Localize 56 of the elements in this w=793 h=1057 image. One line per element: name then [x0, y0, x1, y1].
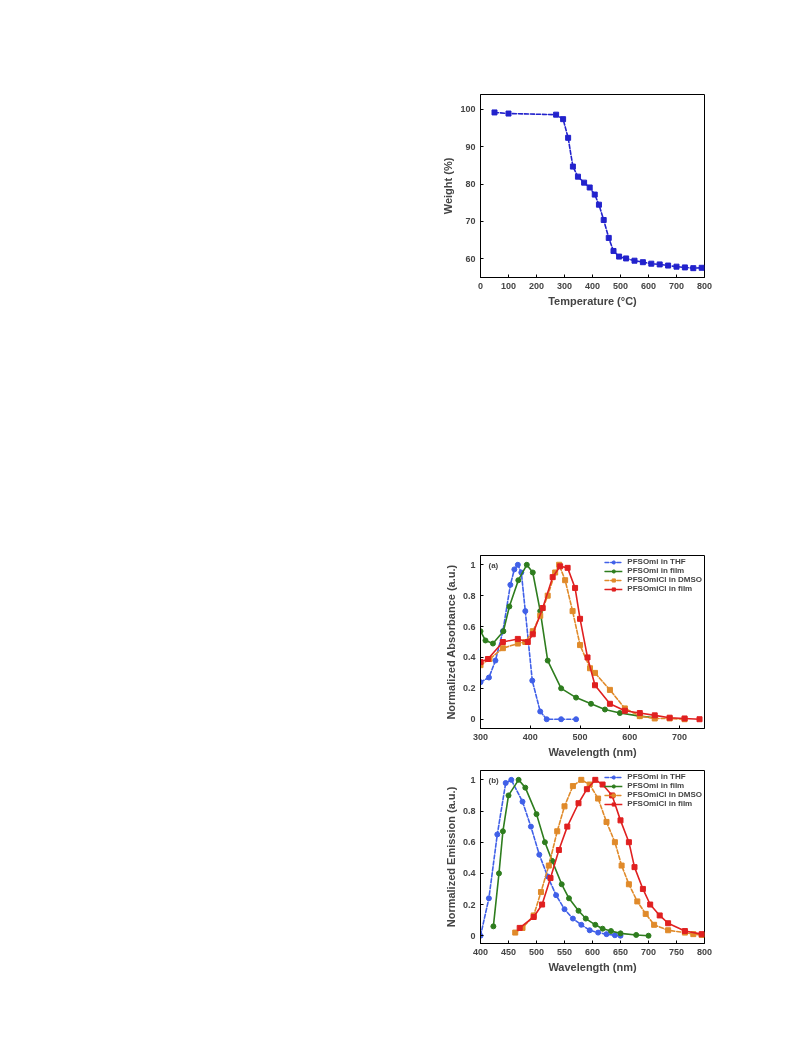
- y-tick-label: 70: [465, 216, 476, 227]
- x-tick-label: 400: [472, 946, 489, 957]
- x-tick-label: 500: [528, 946, 545, 957]
- y-tick-label: 0.6: [462, 621, 476, 632]
- x-tick-label: 700: [640, 946, 657, 957]
- x-tick-label: 500: [572, 731, 588, 742]
- x-tick-label: 600: [584, 946, 601, 957]
- y-tick-label: 1: [470, 774, 476, 785]
- y-tick-label: 0.4: [462, 868, 476, 879]
- legend-label: PFSOmiCl in film: [627, 584, 693, 593]
- x-tick-label: 800: [696, 946, 713, 957]
- x-tick-label: 600: [622, 731, 638, 742]
- x-tick-label: 700: [672, 731, 688, 742]
- y-tick-label: 0: [470, 930, 476, 941]
- legend-label: PFSOmiCl in DMSO: [627, 790, 702, 799]
- x-tick-label: 800: [696, 280, 713, 291]
- x-tick-label: 700: [668, 280, 685, 291]
- y-tick-label: 100: [460, 104, 476, 115]
- legend-label: PFSOmiCl in DMSO: [627, 575, 702, 584]
- y-tick-label: 0.2: [462, 899, 476, 910]
- x-tick-label: 750: [668, 946, 685, 957]
- x-tick-label: 400: [584, 280, 601, 291]
- y-axis-title: Normalized Emission (a.u.): [444, 786, 457, 928]
- y-axis-title: Weight (%): [442, 157, 455, 215]
- y-tick-label: 0.4: [462, 652, 476, 663]
- x-axis-title: Temperature (°C): [548, 294, 638, 307]
- x-tick-label: 650: [612, 946, 629, 957]
- y-tick-label: 90: [465, 141, 476, 152]
- y-tick-label: 60: [465, 253, 476, 264]
- x-tick-label: 200: [528, 280, 545, 291]
- legend-label: PFSOmi in film: [627, 566, 685, 575]
- legend-label: PFSOmi in film: [627, 781, 685, 790]
- x-tick-label: 600: [640, 280, 657, 291]
- legend-label: PFSOmi in THF: [627, 557, 686, 566]
- x-tick-label: 300: [556, 280, 573, 291]
- x-tick-label: 100: [500, 280, 517, 291]
- x-tick-label: 450: [500, 946, 517, 957]
- x-tick-label: 400: [522, 731, 538, 742]
- x-axis-title: Wavelength (nm): [548, 960, 637, 973]
- x-tick-label: 550: [556, 946, 573, 957]
- x-tick-label: 500: [612, 280, 629, 291]
- y-tick-label: 0: [470, 714, 476, 725]
- y-tick-label: 0.8: [462, 806, 476, 817]
- y-tick-label: 0.8: [462, 590, 476, 601]
- x-axis-title: Wavelength (nm): [548, 745, 637, 758]
- y-tick-label: 0.2: [462, 683, 476, 694]
- y-tick-label: 0.6: [462, 837, 476, 848]
- y-tick-label: 1: [470, 559, 476, 570]
- x-tick-label: 0: [478, 280, 484, 291]
- legend-label: PFSOmi in THF: [627, 772, 686, 781]
- y-axis-title: Normalized Absorbance (a.u.): [444, 564, 457, 720]
- x-tick-label: 300: [472, 731, 489, 742]
- annotation: (b): [488, 775, 500, 785]
- annotation: (a): [488, 560, 499, 570]
- legend-label: PFSOmiCl in film: [627, 799, 693, 808]
- y-tick-label: 80: [465, 179, 476, 190]
